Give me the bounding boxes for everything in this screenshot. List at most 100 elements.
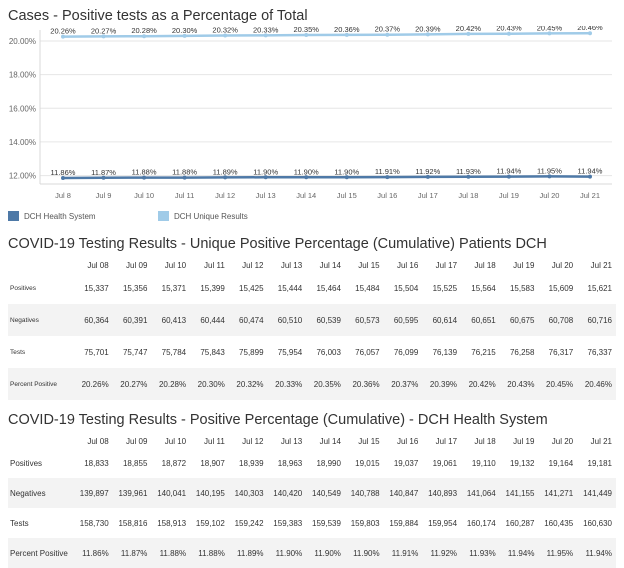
table-cell: 76,003 — [316, 347, 341, 357]
table-cell: 76,337 — [587, 347, 612, 357]
table-cell: 160,287 — [505, 518, 535, 528]
data-label: 20.45% — [537, 26, 563, 32]
data-point — [142, 34, 147, 39]
column-header: Jul 14 — [319, 260, 341, 270]
table-cell: 140,847 — [383, 478, 423, 508]
table-cell: 140,788 — [344, 478, 384, 508]
table-cell: 11.94% — [499, 538, 539, 568]
table-cell: 11.90% — [306, 538, 345, 568]
column-header: Jul 17 — [435, 260, 458, 270]
data-point — [142, 175, 147, 180]
data-label: 20.28% — [131, 26, 157, 35]
table-cell: 15,525 — [432, 283, 458, 293]
table-cell: 15,484 — [355, 283, 380, 293]
data-point — [61, 175, 65, 180]
table-cell: 140,893 — [422, 478, 462, 508]
legend-swatch-dark — [8, 211, 19, 221]
table-cell: 19,164 — [548, 458, 574, 468]
x-tick-label: Jul 12 — [215, 191, 235, 200]
table-cell: 140,420 — [267, 478, 307, 508]
table-cell: 60,614 — [422, 304, 462, 336]
data-point — [506, 31, 511, 36]
legend-item-health-system[interactable]: DCH Health System — [8, 211, 96, 221]
data-label: 20.36% — [334, 26, 360, 34]
table-cell: 20.46% — [577, 368, 616, 400]
column-header: Jul 15 — [358, 260, 380, 270]
table-cell: 76,099 — [393, 347, 419, 357]
table-cell: 18,872 — [161, 458, 187, 468]
table-cell: 19,037 — [393, 458, 419, 468]
data-label: 20.42% — [456, 26, 482, 33]
table-cell: 19,061 — [432, 458, 458, 468]
table-cell: 60,539 — [306, 304, 345, 336]
data-point — [466, 31, 471, 36]
data-point — [385, 32, 390, 37]
data-label: 11.90% — [294, 167, 319, 176]
y-tick-label: 14.00% — [9, 138, 36, 147]
table-cell: 15,399 — [200, 283, 225, 293]
data-label: 11.86% — [51, 168, 76, 177]
data-label: 20.27% — [91, 26, 117, 35]
table-cell: 60,651 — [461, 304, 500, 336]
data-point — [344, 32, 349, 37]
data-point — [385, 175, 390, 180]
table-cell: 11.95% — [538, 538, 578, 568]
table-cell: 18,907 — [200, 458, 225, 468]
table-cell: 11.91% — [383, 538, 423, 568]
x-tick-label: Jul 19 — [499, 191, 519, 200]
table-cell: 75,747 — [122, 347, 148, 357]
data-point — [101, 175, 106, 180]
table-cell: 18,990 — [316, 458, 341, 468]
x-tick-label: Jul 18 — [458, 191, 478, 200]
table-cell: 160,435 — [544, 518, 574, 528]
row-label: Percent Positive — [8, 368, 74, 400]
table-cell: 141,155 — [499, 478, 539, 508]
data-point — [304, 33, 309, 38]
data-label: 20.26% — [50, 27, 76, 36]
row-label: Percent Positive — [8, 538, 74, 568]
table-cell: 20.35% — [306, 368, 345, 400]
table-cell: 60,708 — [538, 304, 578, 336]
data-label: 20.35% — [294, 26, 320, 34]
table-cell: 18,855 — [122, 458, 148, 468]
header-corner — [8, 258, 74, 272]
table-cell: 11.94% — [577, 538, 616, 568]
table-cell: 11.87% — [112, 538, 152, 568]
table-cell: 60,391 — [112, 304, 152, 336]
table-cell: 158,730 — [79, 518, 109, 528]
table-cell: 11.88% — [190, 538, 229, 568]
table-cell: 159,102 — [195, 518, 225, 528]
row-label: Positives — [10, 458, 43, 468]
table-cell: 11.89% — [228, 538, 268, 568]
data-point — [547, 31, 552, 36]
table-cell: 11.90% — [267, 538, 307, 568]
column-header: Jul 19 — [513, 436, 535, 446]
table-row: Tests 75,701 75,747 75,784 75,843 75,899 75,95… — [8, 336, 616, 368]
column-header: Jul 11 — [204, 260, 225, 270]
table-cell: 160,630 — [583, 518, 612, 528]
table-cell: 20.43% — [499, 368, 539, 400]
table-cell: 75,784 — [161, 347, 187, 357]
table-cell: 20.42% — [461, 368, 500, 400]
data-point — [223, 33, 228, 38]
data-point — [304, 175, 309, 180]
table-row: Positives 18,833 18,855 18,872 18,907 18,939 1… — [8, 448, 616, 478]
column-header: Jul 16 — [396, 436, 419, 446]
y-tick-label: 20.00% — [9, 37, 36, 46]
table-cell: 20.37% — [383, 368, 423, 400]
row-label: Positives — [10, 284, 37, 292]
column-header: Jul 08 — [87, 260, 109, 270]
data-label: 11.93% — [456, 167, 481, 176]
unique-results-table: Jul 08 Jul 09 Jul 10 Jul 11 Jul 12 Jul 13 Jul … — [8, 258, 616, 400]
legend-item-unique-results[interactable]: DCH Unique Results — [158, 211, 248, 221]
legend-label: DCH Health System — [24, 211, 96, 221]
table-row: Percent Positive 20.26% 20.27% 20.28% 20.30%… — [8, 368, 616, 400]
table-cell: 11.86% — [74, 538, 113, 568]
data-point — [223, 175, 228, 180]
data-point — [588, 31, 592, 36]
column-header: Jul 15 — [358, 436, 380, 446]
column-header: Jul 10 — [164, 260, 187, 270]
line-chart: 12.00% 14.00% 16.00% 18.00% 20.00% Jul 8 Jul 9… — [9, 26, 612, 200]
table-cell: 19,181 — [587, 458, 612, 468]
table-cell: 159,884 — [389, 518, 419, 528]
